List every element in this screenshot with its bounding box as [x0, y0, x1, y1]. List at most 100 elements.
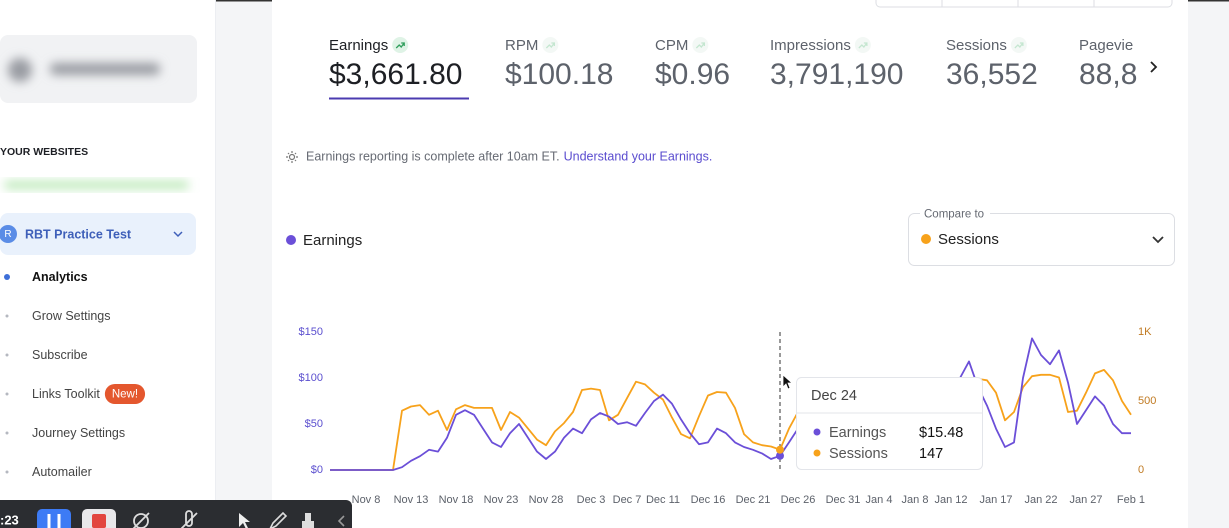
- y2-tick-label: 1K: [1138, 326, 1152, 338]
- trend-arrow: [858, 42, 868, 49]
- trend-arrow: [395, 42, 405, 49]
- tooltip-marker: [813, 428, 821, 436]
- compare-dropdown[interactable]: [908, 213, 1175, 266]
- hover-point: [776, 445, 784, 454]
- y2-tick-label: 500: [1138, 395, 1156, 407]
- y-tick-label: $100: [299, 372, 323, 384]
- nav-bullet: [5, 470, 9, 474]
- metric-label[interactable]: Impressions: [770, 37, 851, 54]
- pointer-icon[interactable]: [239, 513, 250, 528]
- hover-point: [776, 451, 784, 460]
- metric-value: $100.18: [505, 58, 613, 91]
- x-tick-label: Jan 22: [1024, 494, 1057, 506]
- nav-bullet: [4, 274, 10, 280]
- metric-value: $3,661.80: [329, 58, 462, 91]
- x-tick-label: Jan 4: [866, 494, 893, 506]
- trend-arrow: [545, 42, 555, 49]
- mic-icon[interactable]: [180, 510, 198, 528]
- x-tick-label: Dec 7: [613, 494, 642, 506]
- trend-icon: [854, 37, 871, 53]
- nav-item[interactable]: Analytics: [32, 270, 88, 284]
- tooltip-title: Dec 24: [811, 388, 857, 404]
- nav-item[interactable]: Automailer: [32, 465, 92, 479]
- trend-icon: [392, 37, 409, 53]
- chart: $0 $50 $100 $150 0 500 1K Nov 8 Nov 13 Nov 18 Nov …: [299, 326, 1157, 506]
- metrics-next[interactable]: [1150, 61, 1158, 73]
- legend-label: Earnings: [303, 232, 362, 249]
- x-tick-label: Dec 31: [826, 494, 861, 506]
- x-tick-label: Nov 28: [529, 494, 564, 506]
- x-tick-label: Feb 1: [1117, 494, 1145, 506]
- site-selector[interactable]: [0, 213, 196, 255]
- x-tick-label: Nov 23: [484, 494, 519, 506]
- nav-bullet: [5, 314, 9, 318]
- trend-icon: [542, 37, 559, 53]
- metric-label[interactable]: Earnings: [329, 37, 388, 54]
- site-initial: R: [4, 229, 11, 240]
- x-tick-label: Dec 26: [781, 494, 816, 506]
- blurred-site: [4, 181, 189, 189]
- x-tick-label: Jan 17: [979, 494, 1012, 506]
- notice-link[interactable]: Understand your Earnings.: [564, 149, 713, 163]
- blurred-account: [8, 58, 160, 82]
- nav-item[interactable]: Subscribe: [32, 348, 88, 362]
- cursor: [782, 374, 794, 390]
- x-tick-label: Nov 8: [352, 494, 381, 506]
- nav-bullet: [5, 392, 9, 396]
- nav-item[interactable]: Grow Settings: [32, 309, 111, 323]
- nav-badge: [104, 384, 146, 404]
- camera-icon[interactable]: [132, 512, 150, 528]
- y2-tick-label: 0: [1138, 464, 1144, 476]
- legend-marker: [286, 235, 296, 245]
- metric-value: 88,8: [1079, 58, 1137, 91]
- trend-icon: [692, 37, 709, 53]
- x-tick-label: Jan 12: [934, 494, 967, 506]
- notice-text: Earnings reporting is complete after 10a…: [306, 149, 560, 163]
- x-tick-label: Dec 16: [691, 494, 726, 506]
- metric-label[interactable]: CPM: [655, 37, 688, 54]
- range-selector[interactable]: [875, 0, 1173, 8]
- series-line: [330, 337, 1131, 471]
- metric-value: 36,552: [946, 58, 1038, 91]
- highlighter-icon[interactable]: [302, 513, 314, 528]
- compare-marker: [921, 234, 931, 244]
- y-tick-label: $0: [311, 464, 323, 476]
- tooltip-marker: [813, 449, 821, 457]
- x-tick-label: Dec 21: [736, 494, 771, 506]
- compare-chevron: [1152, 236, 1164, 244]
- x-tick-label: Nov 18: [439, 494, 474, 506]
- pen-icon[interactable]: [269, 511, 288, 528]
- x-tick-label: Nov 13: [394, 494, 429, 506]
- metric-value: 3,791,190: [770, 58, 903, 91]
- pause-button[interactable]: [37, 509, 71, 528]
- compare-value: Sessions: [938, 231, 999, 248]
- tooltip-name: Earnings: [829, 425, 886, 441]
- x-tick-label: Dec 11: [646, 494, 680, 506]
- x-tick-label: Jan 8: [902, 494, 929, 506]
- collapse-icon[interactable]: [337, 515, 345, 527]
- nav-item[interactable]: Links Toolkit: [32, 387, 100, 401]
- tooltip-name: Sessions: [829, 446, 888, 462]
- x-tick-label: Dec 3: [577, 494, 606, 506]
- section-title: YOUR WEBSITES: [0, 146, 88, 158]
- series-line: [330, 369, 1132, 471]
- notice-icon: [286, 151, 298, 163]
- compare-label-bg: [920, 208, 990, 220]
- stop-icon: [92, 514, 106, 528]
- metric-label[interactable]: Pagevie: [1079, 37, 1133, 54]
- compare-label: Compare to: [924, 209, 984, 221]
- trend-arrow: [695, 42, 705, 49]
- metric-label[interactable]: RPM: [505, 37, 538, 54]
- site-chevron: [173, 231, 183, 238]
- metric-value: $0.96: [655, 58, 730, 91]
- site-name: RBT Practice Test: [25, 227, 132, 241]
- recorder-time: :23: [0, 512, 19, 527]
- nav-bullet: [5, 353, 9, 357]
- site-avatar: [0, 225, 17, 243]
- nav-badge-text: New!: [112, 389, 138, 401]
- metric-label[interactable]: Sessions: [946, 37, 1007, 54]
- y-tick-label: $50: [305, 418, 323, 430]
- nav-item[interactable]: Journey Settings: [32, 426, 125, 440]
